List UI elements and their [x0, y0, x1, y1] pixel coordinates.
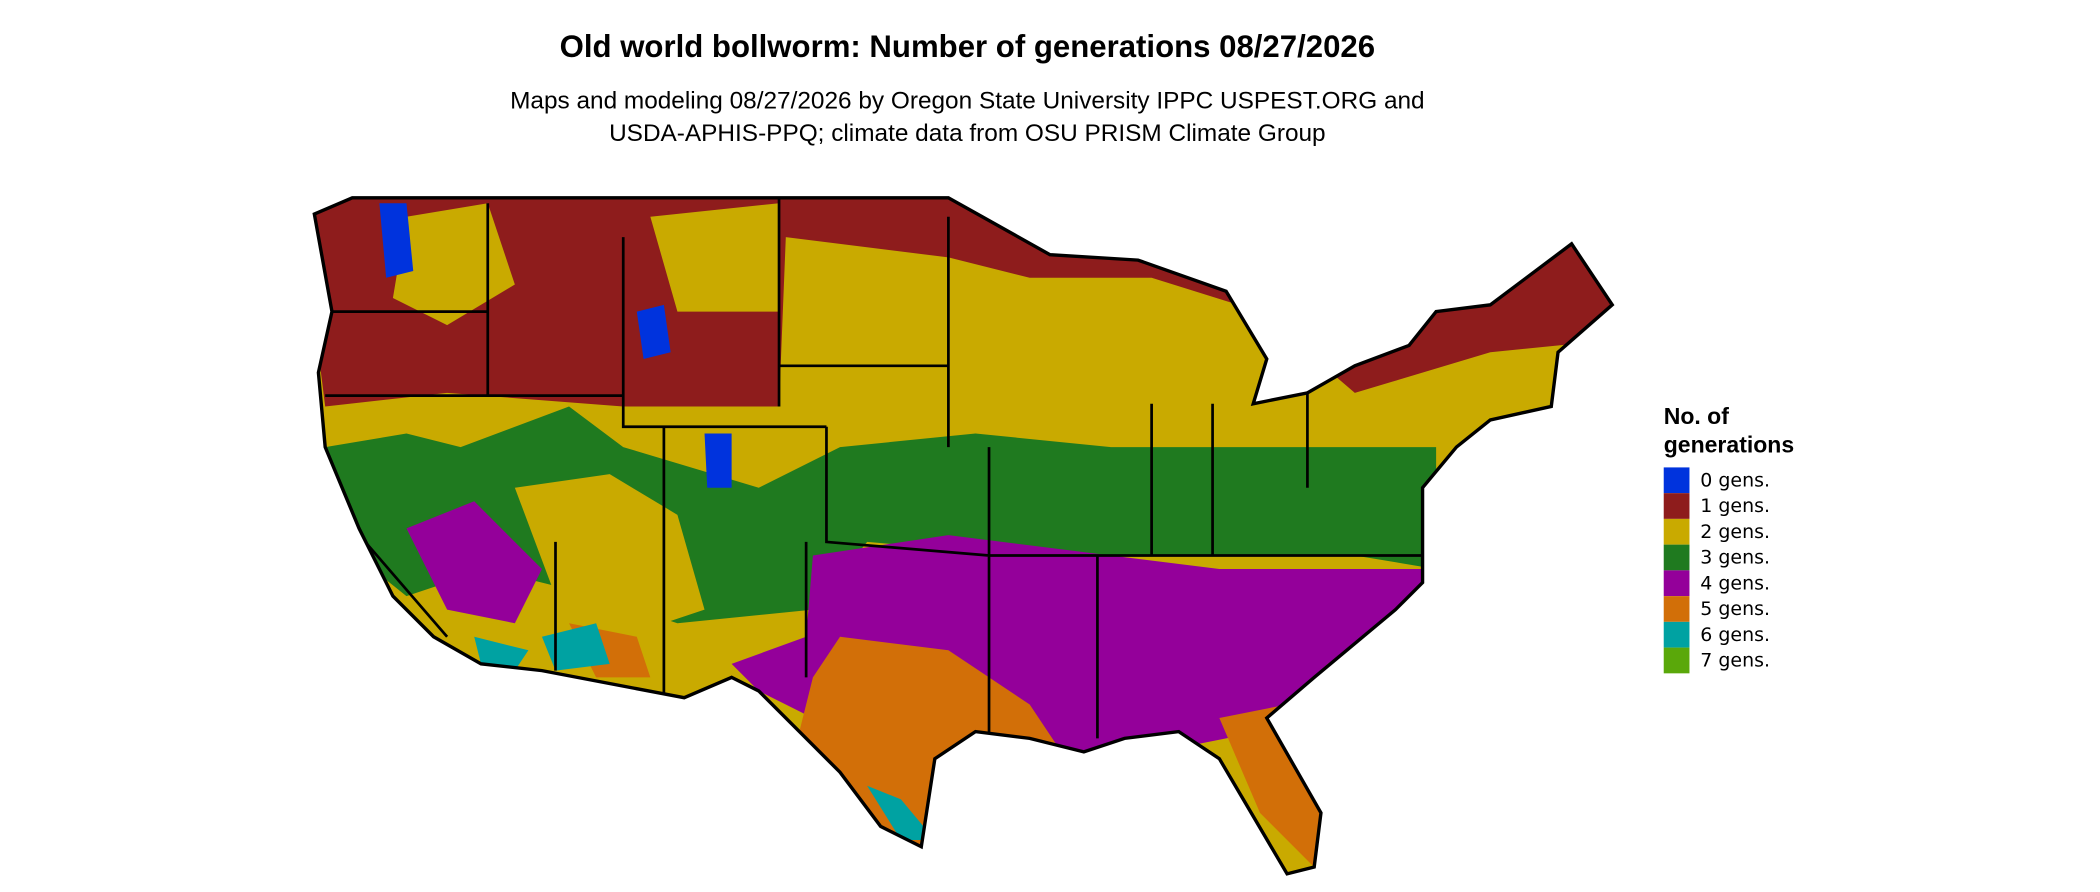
- legend-swatch: [1663, 518, 1690, 545]
- region: [392, 203, 780, 326]
- state-borders: [317, 197, 1423, 739]
- legend-swatch: [1663, 544, 1690, 571]
- legend-swatch: [1663, 596, 1690, 622]
- subtitle: USDA-APHIS-PPQ; climate data from OSU PR…: [609, 120, 1326, 147]
- map: [314, 197, 1613, 874]
- region: [514, 474, 705, 637]
- legend-label: 3 gens.: [1700, 547, 1770, 569]
- legend-label: 1 gens.: [1700, 495, 1770, 517]
- legend-title: generations: [1664, 432, 1794, 458]
- region: [406, 501, 1423, 752]
- legend-label: 4 gens.: [1700, 572, 1770, 594]
- legend-swatch: [1663, 647, 1690, 674]
- legend-label: 6 gens.: [1700, 624, 1770, 646]
- legend-swatch: [1663, 493, 1690, 519]
- legend-label: 7 gens.: [1700, 650, 1770, 672]
- legend-swatch: [1663, 570, 1690, 597]
- subtitle: Maps and modeling 08/27/2026 by Oregon S…: [510, 87, 1425, 114]
- legend-label: 0 gens.: [1700, 469, 1770, 491]
- legend-label: 2 gens.: [1700, 521, 1770, 543]
- country-outline: [312, 196, 1615, 876]
- legend-title: No. of: [1664, 403, 1730, 429]
- legend-swatch: [1663, 467, 1690, 494]
- legend-swatch: [1663, 621, 1690, 648]
- region: [474, 623, 935, 840]
- region: [569, 623, 1321, 868]
- region: [379, 203, 732, 488]
- legend: No. of generations 0 gens. 1 gens. 2 gens.…: [1663, 403, 1794, 674]
- legend-label: 5 gens.: [1700, 598, 1770, 620]
- map-title: Old world bollworm: Number of generation…: [560, 29, 1375, 64]
